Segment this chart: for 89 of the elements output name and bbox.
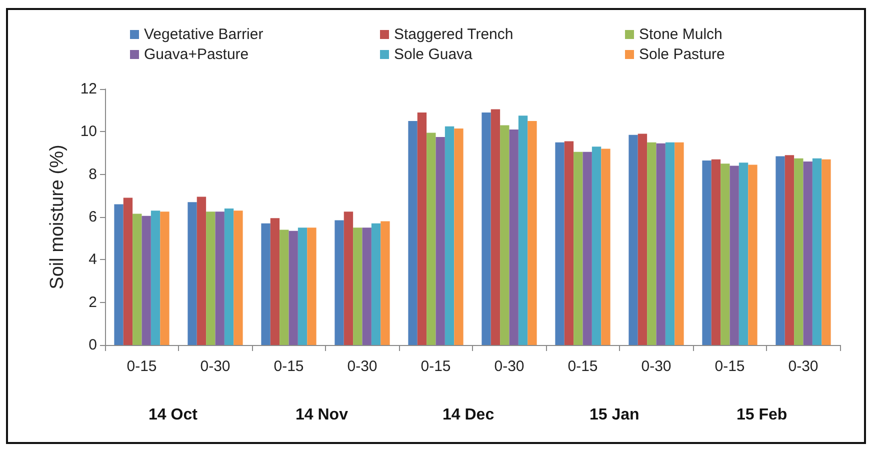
bar (582, 152, 592, 345)
bar (500, 125, 510, 345)
bar (114, 204, 124, 345)
x-tick-label: 0-30 (494, 358, 524, 375)
bar (344, 212, 354, 345)
legend-label: Vegetative Barrier (144, 26, 264, 43)
x-tick-label: 0-15 (420, 358, 451, 375)
y-axis-title: Soil moisture (%) (47, 144, 68, 290)
bar (592, 146, 602, 345)
bar (730, 166, 739, 345)
y-tick-label: 10 (80, 123, 97, 140)
bar (784, 155, 794, 345)
y-tick-label: 6 (88, 208, 97, 226)
legend-label: Guava+Pasture (144, 46, 249, 63)
x-tick-label: 0-30 (788, 358, 818, 375)
bar (206, 212, 216, 345)
bar (822, 159, 831, 345)
legend-label: Sole Pasture (639, 46, 725, 63)
bar (417, 112, 427, 345)
text: 15 Jan (590, 406, 640, 424)
bar (408, 121, 418, 345)
bar (574, 152, 583, 345)
bar (234, 210, 243, 345)
bar (601, 148, 610, 345)
legend-label: Staggered Trench (394, 26, 514, 43)
x-tick-label: 0-30 (347, 358, 378, 375)
bar (436, 137, 445, 345)
bar (334, 220, 344, 345)
bar (196, 196, 206, 345)
bar (160, 212, 170, 345)
bar (665, 142, 675, 345)
bar (280, 230, 289, 345)
bar (812, 158, 822, 345)
text: 14 Dec (442, 406, 494, 424)
bar (261, 223, 270, 345)
bar (656, 143, 666, 345)
x-tick-label: 0-15 (126, 358, 157, 375)
bar (509, 130, 518, 345)
bar (224, 208, 234, 345)
legend-label: Sole Guava (394, 46, 474, 63)
x-tick-label: 0-30 (200, 358, 230, 375)
bar (142, 216, 151, 345)
bar (564, 141, 574, 345)
bar (702, 160, 712, 345)
bar (490, 109, 500, 345)
bar (454, 128, 464, 345)
bar (711, 159, 721, 345)
bar (444, 126, 454, 345)
bar (298, 228, 308, 345)
bar (555, 142, 564, 345)
y-tick-label: 8 (88, 166, 97, 183)
y-tick-label: 2 (88, 294, 97, 311)
text: 15 Feb (736, 406, 788, 424)
bar (482, 112, 491, 345)
bar (738, 162, 748, 345)
x-tick-label: 0-15 (274, 358, 304, 375)
bar (720, 164, 730, 345)
bar (528, 121, 537, 345)
bar (371, 223, 381, 345)
bar (353, 228, 362, 345)
bar (794, 158, 804, 345)
bar (638, 134, 648, 345)
bar (270, 218, 280, 345)
bar (426, 132, 436, 345)
bar (628, 134, 638, 345)
bar (518, 116, 528, 345)
bar (776, 156, 785, 345)
bar (380, 221, 390, 345)
y-tick-label: 4 (88, 251, 97, 268)
bar (215, 212, 224, 345)
text: 14 Oct (148, 406, 198, 424)
bar (748, 164, 758, 345)
y-tick-label: 12 (80, 80, 97, 98)
bar (307, 228, 316, 345)
bar (647, 142, 656, 345)
bar (674, 142, 684, 345)
bar (150, 210, 160, 345)
y-tick-label: 0 (88, 336, 97, 354)
x-tick-label: 0-15 (714, 358, 745, 375)
bar (288, 230, 298, 345)
text: 14 Nov (296, 406, 348, 424)
x-tick-label: 0-15 (568, 358, 598, 375)
bar (188, 202, 197, 345)
bar (132, 214, 142, 345)
bar (123, 198, 133, 345)
legend-label: Stone Mulch (639, 26, 722, 43)
x-tick-label: 0-30 (641, 358, 672, 375)
bar (362, 228, 372, 345)
bar (803, 162, 812, 345)
